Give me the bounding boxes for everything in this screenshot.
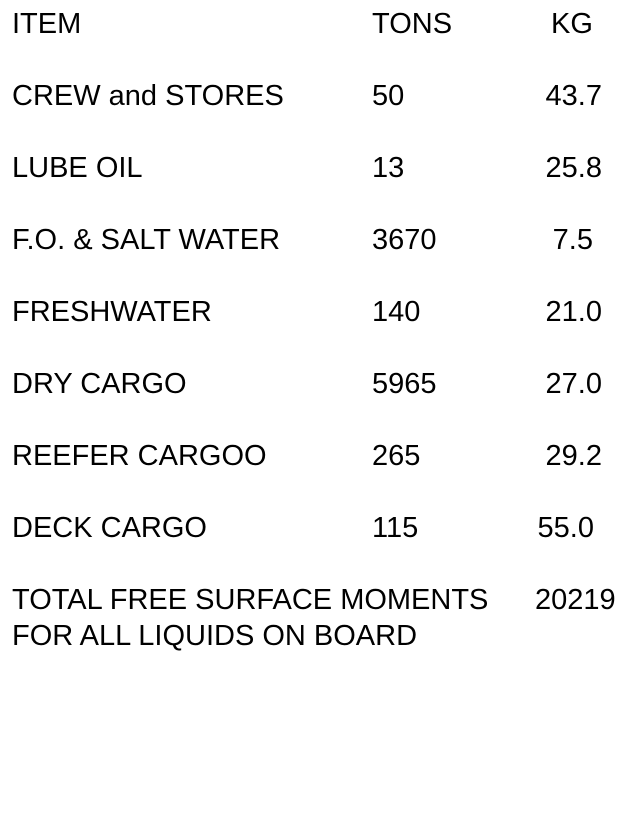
table-row: DECK CARGO 115 55.0 [0,510,640,546]
header-item: ITEM [12,8,82,40]
row-kg: 55.0 [537,512,594,544]
total-label: TOTAL FREE SURFACE MOMENTS FOR ALL LIQUI… [12,582,522,654]
row-item: CREW and STORES [12,80,284,112]
row-tons: 140 [372,296,421,328]
row-tons: 50 [372,80,405,112]
table-row: LUBE OIL 13 25.8 [0,150,640,186]
header-kg: KG [551,8,593,40]
table-row: FRESHWATER 140 21.0 [0,294,640,330]
row-item: F.O. & SALT WATER [12,224,281,256]
row-kg: 27.0 [545,368,602,400]
total-value: 20219 [535,584,616,616]
row-tons: 115 [372,512,419,544]
row-tons: 5965 [372,368,437,400]
table-row: CREW and STORES 50 43.7 [0,78,640,114]
total-label-line2: FOR ALL LIQUIDS ON BOARD [12,620,418,652]
header-tons: TONS [372,8,453,40]
row-kg: 21.0 [545,296,602,328]
table-row: F.O. & SALT WATER 3670 7.5 [0,222,640,258]
row-item: LUBE OIL [12,152,143,184]
row-item: DECK CARGO [12,512,207,544]
row-tons: 13 [372,152,405,184]
table-row: REEFER CARGOO 265 29.2 [0,438,640,474]
row-kg: 25.8 [545,152,602,184]
row-tons: 265 [372,440,421,472]
row-item: REEFER CARGOO [12,440,267,472]
total-label-line1: TOTAL FREE SURFACE MOMENTS [12,584,489,616]
row-item: FRESHWATER [12,296,212,328]
row-kg: 29.2 [545,440,602,472]
row-tons: 3670 [372,224,437,256]
row-kg: 43.7 [545,80,602,112]
row-kg: 7.5 [552,224,593,256]
table-row: DRY CARGO 5965 27.0 [0,366,640,402]
row-item: DRY CARGO [12,368,187,400]
